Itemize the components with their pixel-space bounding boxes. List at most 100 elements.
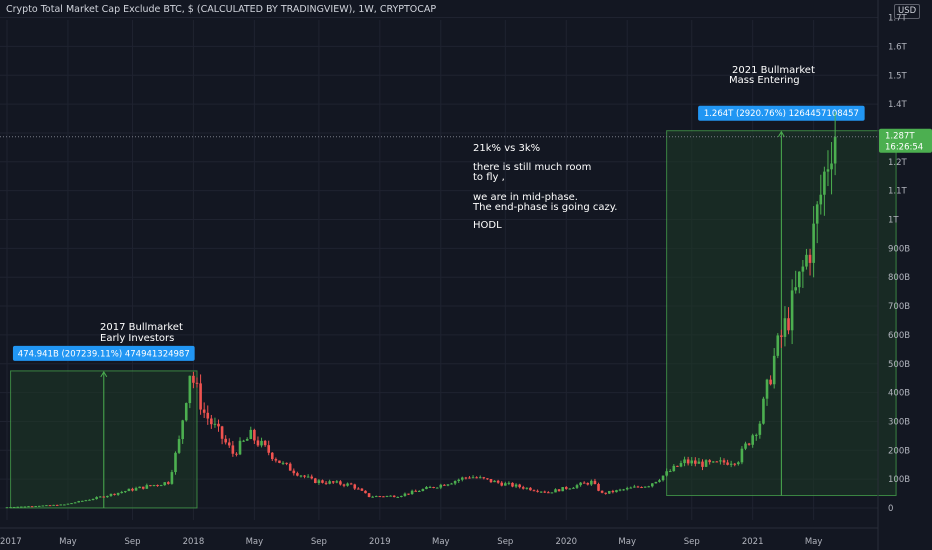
candle bbox=[45, 505, 48, 507]
candle-body bbox=[636, 486, 640, 488]
candle-body bbox=[561, 487, 564, 492]
candle-body bbox=[184, 403, 188, 421]
candle-body bbox=[812, 223, 815, 263]
candle-body bbox=[740, 448, 744, 463]
currency-selector[interactable]: USD bbox=[894, 4, 921, 19]
candle bbox=[181, 419, 184, 444]
candle bbox=[740, 446, 744, 465]
candle-body bbox=[618, 489, 622, 491]
candle-body bbox=[625, 488, 629, 490]
candle-body bbox=[482, 477, 486, 479]
candle bbox=[281, 461, 285, 465]
candle-body bbox=[629, 487, 633, 489]
price-axis-label: 700B bbox=[888, 302, 910, 312]
candle bbox=[507, 481, 511, 486]
candle bbox=[683, 456, 686, 467]
candle bbox=[808, 248, 812, 276]
candle bbox=[227, 438, 231, 448]
candle-body bbox=[371, 496, 374, 498]
candle-body bbox=[665, 471, 668, 476]
candle-body bbox=[446, 484, 450, 486]
time-axis-label: May bbox=[59, 537, 77, 547]
candle bbox=[590, 479, 593, 486]
candle bbox=[267, 440, 271, 456]
candle-body bbox=[668, 471, 672, 473]
note-line3: to fly , bbox=[473, 172, 505, 183]
candle-body bbox=[758, 423, 762, 435]
candle bbox=[460, 476, 464, 482]
candle-body bbox=[679, 463, 683, 467]
candle bbox=[751, 433, 754, 448]
note-line4: we are in mid-phase. bbox=[473, 192, 578, 203]
candle bbox=[661, 475, 665, 482]
note-line5: The end-phase is going cazy. bbox=[472, 202, 617, 213]
candle bbox=[12, 506, 16, 508]
candle-body bbox=[231, 445, 235, 454]
candle bbox=[141, 486, 145, 490]
candle-body bbox=[321, 480, 324, 483]
candle bbox=[769, 375, 772, 386]
candle-body bbox=[417, 491, 421, 493]
candle bbox=[633, 484, 636, 488]
candle-body bbox=[12, 506, 16, 508]
candle bbox=[382, 496, 385, 498]
candle-body bbox=[435, 487, 439, 489]
price-axis-label: 200B bbox=[888, 446, 910, 456]
price-range-measure[interactable]: 1.264T (2920.76%) 1264457108457 bbox=[666, 105, 897, 497]
candle-body bbox=[220, 426, 224, 439]
candle bbox=[625, 486, 629, 491]
candle-body bbox=[808, 254, 812, 263]
candle bbox=[797, 271, 801, 294]
candle bbox=[636, 485, 640, 488]
candle-body bbox=[507, 482, 511, 484]
candle-body bbox=[299, 475, 303, 477]
candle-body bbox=[805, 254, 808, 267]
candle-body bbox=[683, 459, 686, 464]
candle-body bbox=[174, 452, 177, 473]
candle-body bbox=[453, 481, 457, 484]
candle-body bbox=[568, 488, 572, 490]
candle-body bbox=[754, 434, 758, 436]
candle bbox=[270, 452, 274, 461]
candle-body bbox=[109, 493, 113, 496]
candle bbox=[95, 496, 98, 500]
candle-body bbox=[274, 459, 278, 461]
candle bbox=[830, 142, 833, 195]
candle-body bbox=[457, 479, 461, 482]
candle-body bbox=[547, 492, 550, 494]
candle bbox=[729, 460, 733, 468]
candle bbox=[765, 378, 769, 406]
candle-body bbox=[823, 171, 826, 195]
candle-body bbox=[66, 503, 70, 505]
candle-body bbox=[471, 477, 475, 479]
candle-body bbox=[539, 491, 543, 493]
candle-body bbox=[819, 194, 823, 205]
candle-body bbox=[672, 465, 676, 472]
candle-body bbox=[554, 489, 557, 493]
candle bbox=[199, 374, 202, 415]
candle bbox=[690, 457, 694, 466]
candle bbox=[708, 459, 711, 465]
candle bbox=[192, 371, 195, 389]
candle-body bbox=[73, 502, 77, 504]
candle-body bbox=[59, 504, 63, 506]
candle bbox=[159, 484, 163, 487]
time-axis-label: Sep bbox=[684, 537, 700, 547]
candle-body bbox=[364, 490, 367, 494]
candle bbox=[152, 484, 156, 487]
candle-body bbox=[177, 439, 181, 453]
candle bbox=[539, 491, 543, 493]
time-axis[interactable]: 2017 May Sep 2018 May Sep 2019 May Sep 2020 May Sep… bbox=[0, 527, 878, 547]
candlestick-series bbox=[5, 112, 837, 509]
candle bbox=[274, 457, 278, 463]
candle-body bbox=[55, 504, 59, 506]
candle bbox=[758, 420, 762, 439]
measure-tools[interactable]: 474.941B (207239.11%) 474941324987 1.264T… bbox=[10, 105, 897, 509]
candle-body bbox=[77, 501, 80, 503]
time-axis-label: Sep bbox=[124, 537, 140, 547]
candle bbox=[518, 483, 521, 489]
candle bbox=[511, 482, 514, 488]
candle bbox=[124, 490, 127, 493]
arrow-head-icon bbox=[777, 130, 785, 137]
